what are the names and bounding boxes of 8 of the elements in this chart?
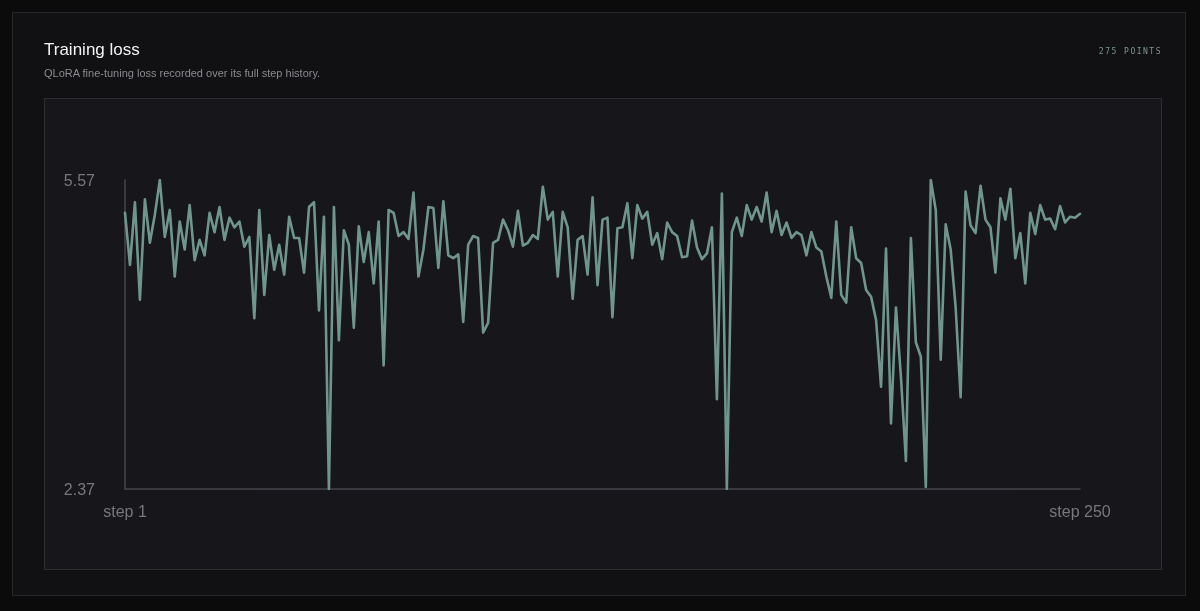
text: 275 POINTS bbox=[1098, 47, 1162, 56]
chart-title: Training loss bbox=[44, 40, 140, 60]
line-series bbox=[123, 178, 1082, 491]
y-tick-label: 2.37 bbox=[63, 480, 96, 498]
x-tick-label: step 1 bbox=[103, 502, 147, 520]
chart-subtitle: QLoRA fine-tuning loss recorded over its full step history. bbox=[44, 67, 321, 79]
y-tick-label: 5.57 bbox=[63, 171, 96, 189]
x-tick-label: step 250 bbox=[1049, 502, 1111, 520]
